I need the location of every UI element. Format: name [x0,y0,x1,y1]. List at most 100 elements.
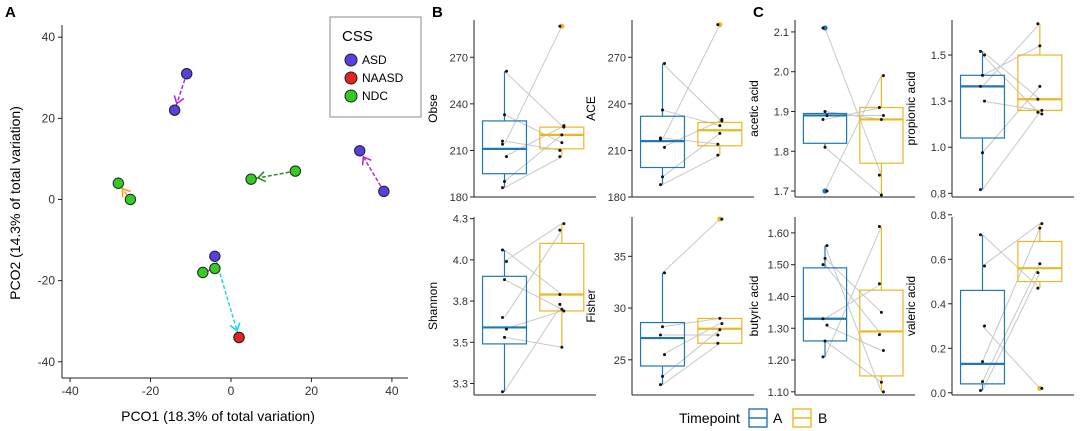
propionic-point-b [1036,110,1040,114]
butyric-y-axis-title: butyric acid [747,276,761,337]
timepoint-legend: Timepoint A B [679,408,827,428]
panel-propionic-acid: 0.8 1.0 1.3 1.5 propionic acid [904,20,1074,200]
obse-point-b [558,24,562,28]
acetic-pair-line [824,146,882,196]
butyric-point-b [879,310,883,314]
propionic-y-tick-label: 1.5 [931,50,946,62]
valeric-pair-line [982,223,1041,267]
fisher-box-a [639,321,686,367]
obse-y-tick-label: 270 [450,52,468,64]
acetic-y-tick-label: 1.7 [774,186,789,198]
butyric-pair-line [824,283,882,320]
valeric-point-a [979,389,982,393]
panel-label-b: B [432,4,443,21]
valeric-point-b [1036,286,1040,290]
fisher-point-b [716,341,720,345]
valeric-point-b [1036,271,1040,275]
pcoa-arrow-head [256,171,267,183]
ace-point-b [718,124,722,128]
obse-box-b [539,126,585,150]
panel-butyric-acid: 1.10 1.20 1.30 1.40 1.50 1.60 butyric acid [747,217,915,399]
butyric-box-a [802,267,848,342]
fisher-pair-line [662,317,720,328]
propionic-pair-line [982,54,1041,115]
fisher-point-b [720,217,724,221]
obse-point-a [501,186,504,190]
shannon-box-b [539,242,585,312]
ace-point-b [716,23,720,27]
pcoa-y-tick-label: -40 [38,355,56,369]
propionic-pair-line [982,45,1041,76]
valeric-box-b [1017,240,1063,283]
fisher-pair-line [662,218,721,274]
propionic-pair-line [982,50,1041,100]
valeric-pair-line [982,325,1041,389]
pcoa-y-tick-label: 40 [42,30,56,44]
fisher-y-tick-label: 30 [614,303,626,315]
ace-point-a [661,175,664,179]
ace-y-tick-label: 240 [608,99,626,111]
propionic-point-b [1038,44,1042,48]
panel-shannon: 3.3 3.5 3.8 4.0 4.3 Shannon [426,214,596,396]
legend-label-asd: ASD [362,53,387,67]
css-legend: CSS ASD NAASD NDC [329,16,422,118]
valeric-y-tick-label: 0.8 [931,210,946,222]
valeric-point-b [1038,226,1042,230]
propionic-pair-line [982,100,1040,111]
pcoa-point-asd [378,185,390,198]
acetic-point-b [877,106,881,110]
obse-y-tick-label: 210 [450,145,468,157]
valeric-point-a [983,324,986,328]
butyric-pair-line [824,245,882,393]
shannon-pair-line [504,229,563,318]
ace-pair-line [662,154,721,186]
legend-key-ndc [344,89,358,103]
shannon-pair-line [504,304,563,392]
propionic-point-a [979,49,982,53]
fisher-point-b [720,322,724,326]
acetic-point-a [825,189,829,193]
valeric-point-b [1040,386,1044,390]
ace-point-a [663,61,666,65]
acetic-y-tick-label: 2.1 [774,27,789,39]
butyric-point-a [823,339,827,343]
propionic-box-a [959,74,1006,139]
propionic-point-a [979,188,982,192]
propionic-point-a [981,73,984,77]
legend-label-ndc: NDC [362,89,388,103]
pcoa-arrow-head [229,322,241,333]
legend-key-asd [344,53,358,67]
butyric-point-b [877,333,881,337]
pcoa-point-ndc [197,266,209,279]
shannon-y-tick-label: 4.0 [453,255,468,267]
propionic-y-tick-label: 1.0 [931,142,946,154]
butyric-point-a [823,256,827,260]
ace-point-a [663,145,666,149]
butyric-y-tick-label: 1.10 [768,387,789,399]
shannon-pair-line [504,336,562,348]
shannon-pair-line [504,249,563,295]
pcoa-point-ndc [124,193,137,206]
butyric-y-tick-label: 1.40 [768,291,789,303]
shannon-point-b [562,222,566,226]
ace-point-b [716,153,720,157]
valeric-y-tick-label: 0.4 [931,299,946,311]
css-legend-frame [329,16,422,118]
pcoa-point-asd [209,250,221,262]
obse-pair-line [504,126,563,158]
acetic-point-b [877,173,881,177]
acetic-point-b [879,117,883,121]
shannon-point-a [501,316,504,320]
butyric-point-a [821,263,825,267]
acetic-point-b [881,74,885,78]
valeric-point-a [983,264,986,268]
obse-y-tick-label: 240 [450,99,468,111]
obse-point-a [501,139,504,143]
ace-y-tick-label: 270 [608,52,626,64]
fisher-pair-line [662,342,721,386]
butyric-pair-line [824,226,882,358]
panel-valeric-acid: 0.0 0.2 0.4 0.6 0.8 valeric acid [904,210,1074,400]
obse-y-tick-label: 180 [450,192,468,204]
acetic-box-b [859,106,904,164]
